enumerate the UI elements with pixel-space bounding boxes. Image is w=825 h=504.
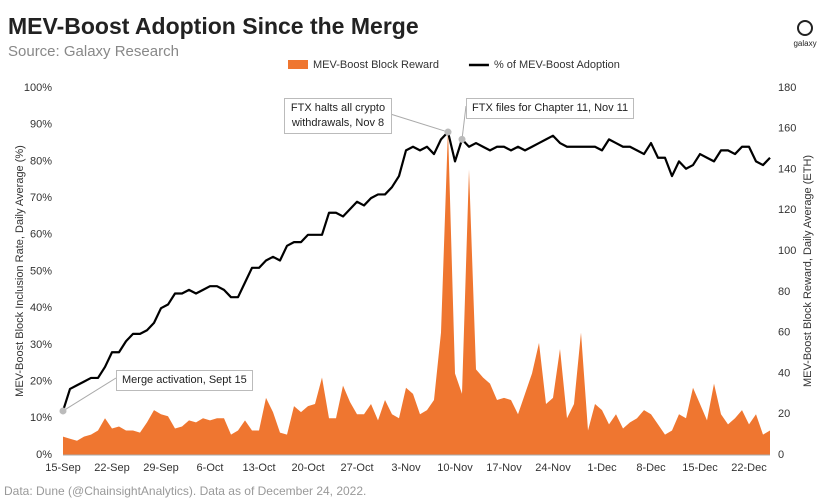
y2-tick-label: 80 xyxy=(778,286,790,298)
source-note: Data: Dune (@ChainsightAnalytics). Data … xyxy=(4,484,366,498)
y-tick-label: 70% xyxy=(30,192,52,204)
y2-tick-label: 160 xyxy=(778,123,796,135)
y2-tick-label: 140 xyxy=(778,163,796,175)
y-tick-label: 90% xyxy=(30,119,52,131)
logo-icon xyxy=(797,20,813,36)
x-tick-label: 20-Oct xyxy=(291,462,324,474)
x-tick-label: 3-Nov xyxy=(391,462,421,474)
annotation: FTX files for Chapter 11, Nov 11 xyxy=(466,98,635,119)
x-tick-label: 13-Oct xyxy=(242,462,275,474)
legend-label: MEV-Boost Block Reward xyxy=(313,59,439,71)
y2-tick-label: 60 xyxy=(778,327,790,339)
legend-label: % of MEV-Boost Adoption xyxy=(494,59,620,71)
x-tick-label: 29-Sep xyxy=(143,462,178,474)
x-tick-label: 10-Nov xyxy=(437,462,473,474)
y-tick-label: 50% xyxy=(30,265,52,277)
x-tick-label: 27-Oct xyxy=(340,462,373,474)
line xyxy=(61,130,771,412)
legend-swatch xyxy=(288,60,308,69)
leader-line xyxy=(461,105,467,140)
x-tick-label: 24-Nov xyxy=(535,462,571,474)
x-tick-label: 1-Dec xyxy=(587,462,617,474)
y2-tick-label: 100 xyxy=(778,245,796,257)
x-tick-label: 22-Dec xyxy=(731,462,767,474)
y-axis-title: MEV-Boost Block Inclusion Rate, Daily Av… xyxy=(14,145,26,397)
y2-axis-title: MEV-Boost Block Reward, Daily Average (E… xyxy=(802,155,814,387)
y-tick-label: 40% xyxy=(30,302,52,314)
y-tick-label: 10% xyxy=(30,412,52,424)
annotation-marker xyxy=(458,135,466,143)
x-tick-label: 6-Oct xyxy=(197,462,224,474)
logo: galaxy xyxy=(793,39,816,48)
x-tick-label: 17-Nov xyxy=(486,462,522,474)
x-tick-label: 8-Dec xyxy=(636,462,666,474)
annotation-marker xyxy=(59,407,67,415)
y-tick-label: 60% xyxy=(30,229,52,241)
y-tick-label: 20% xyxy=(30,376,52,388)
area xyxy=(63,128,770,455)
x-tick-label: 15-Dec xyxy=(682,462,718,474)
leader-line xyxy=(62,377,117,412)
y-tick-label: 0% xyxy=(36,449,52,461)
annotation: FTX halts all crypto withdrawals, Nov 8 xyxy=(284,98,392,134)
y2-tick-label: 40 xyxy=(778,367,790,379)
chart-title: MEV-Boost Adoption Since the Merge xyxy=(8,13,419,39)
y-tick-label: 30% xyxy=(30,339,52,351)
annotation: Merge activation, Sept 15 xyxy=(116,370,253,391)
y-tick-label: 80% xyxy=(30,155,52,167)
y2-tick-label: 180 xyxy=(778,82,796,94)
leader-line xyxy=(383,111,449,133)
chart-subtitle: Source: Galaxy Research xyxy=(8,43,179,60)
y-tick-label: 100% xyxy=(24,82,52,94)
y2-tick-label: 120 xyxy=(778,204,796,216)
x-tick-label: 15-Sep xyxy=(45,462,80,474)
x-tick-label: 22-Sep xyxy=(94,462,129,474)
annotation-marker xyxy=(444,128,452,136)
y2-tick-label: 0 xyxy=(778,449,784,461)
y2-tick-label: 20 xyxy=(778,408,790,420)
